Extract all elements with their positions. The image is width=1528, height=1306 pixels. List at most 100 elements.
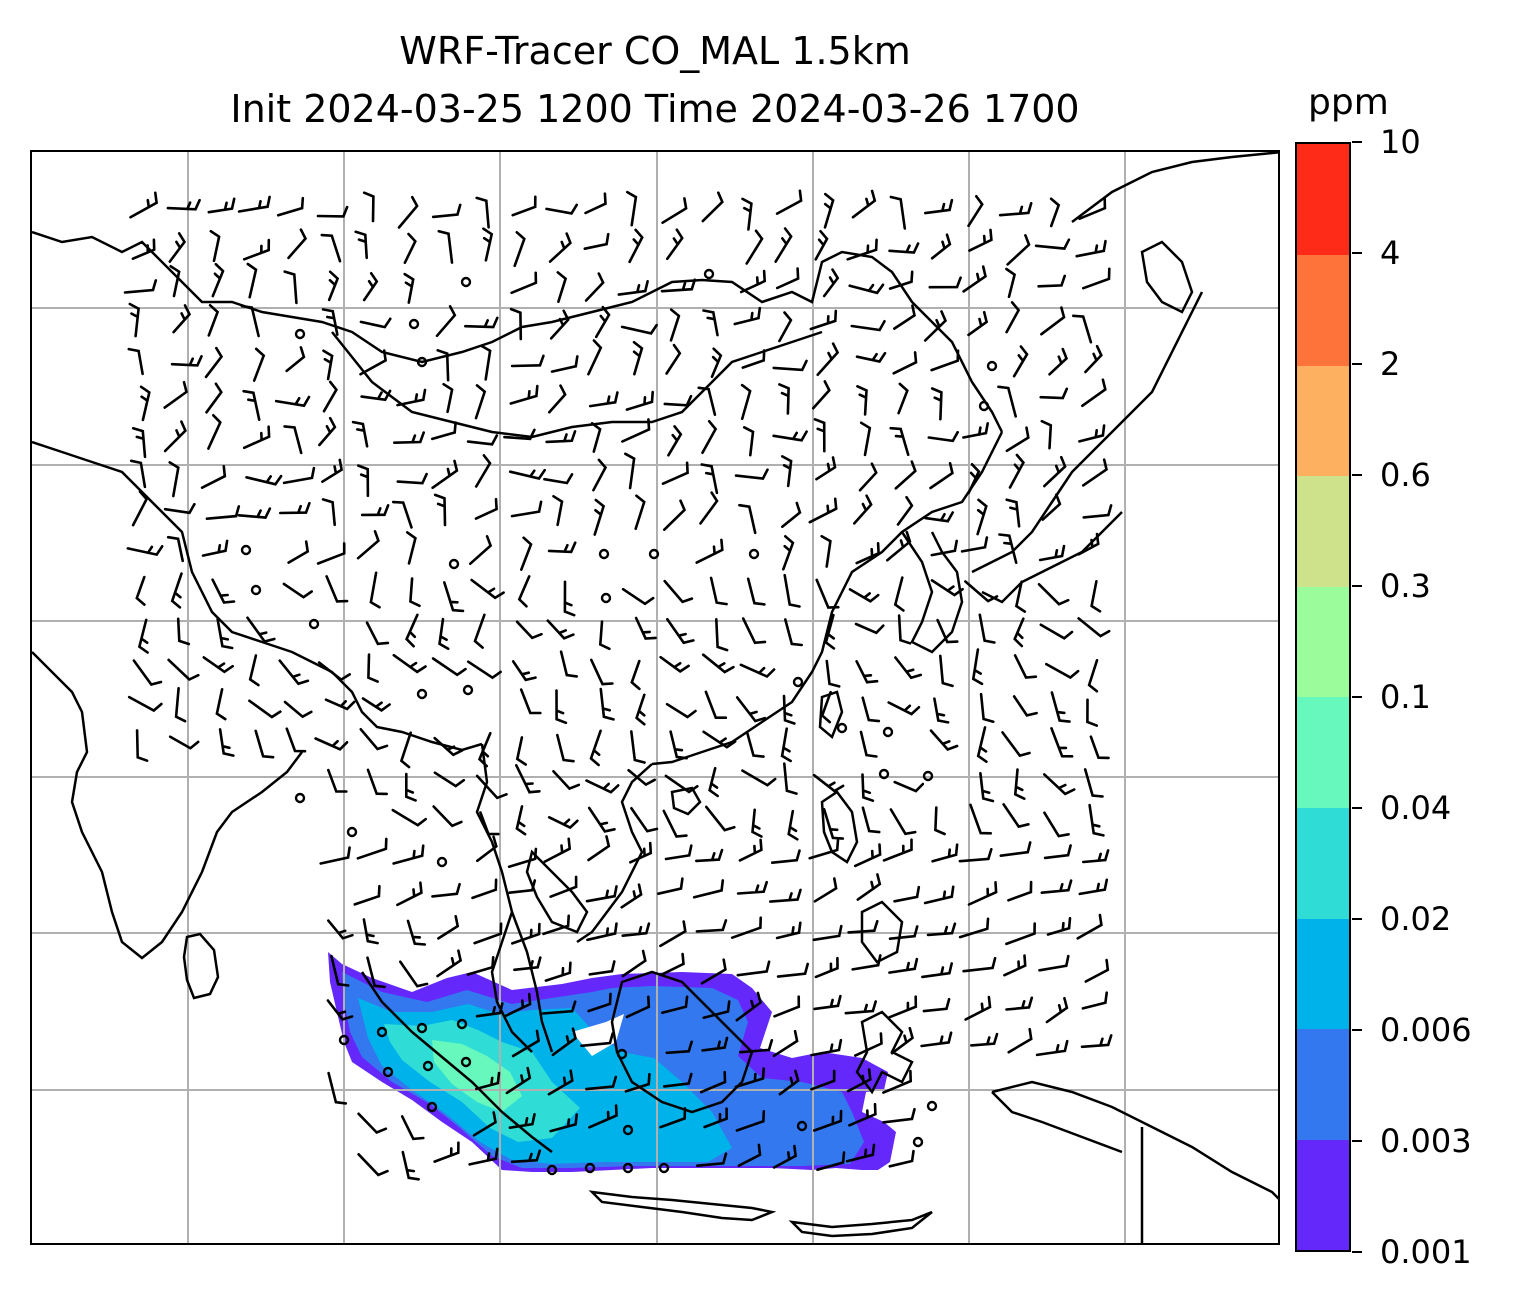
- wind-barb: [123, 279, 158, 294]
- wind-barb: [882, 838, 913, 862]
- calm-wind-circle: [882, 726, 894, 738]
- wind-barb: [635, 693, 646, 726]
- wind-barb: [787, 809, 799, 841]
- colorbar-tick-label: 0.04: [1380, 789, 1452, 827]
- wind-barb: [811, 380, 831, 410]
- wind-barb: [207, 304, 220, 337]
- wind-barb: [431, 421, 457, 441]
- wind-barb: [812, 1109, 843, 1132]
- map-title-line-1: WRF-Tracer CO_MAL 1.5km: [399, 29, 911, 73]
- wind-barb: [466, 434, 499, 446]
- wind-barb: [327, 270, 340, 302]
- wind-barb: [351, 420, 369, 448]
- calm-wind-circle: [294, 792, 306, 804]
- wind-barb: [475, 196, 490, 229]
- calm-wind-circle: [250, 584, 262, 596]
- wind-barb: [556, 271, 568, 303]
- sri-lanka-coastline: [182, 932, 220, 1000]
- wind-barb: [924, 198, 954, 215]
- wind-barb: [176, 617, 191, 646]
- wind-barb: [547, 816, 579, 830]
- wind-barb: [892, 351, 918, 375]
- wind-barb: [773, 995, 801, 1018]
- wind-barb: [585, 885, 618, 903]
- wind-barb: [1013, 768, 1026, 800]
- wind-barb: [968, 228, 993, 252]
- wind-barb: [858, 462, 878, 492]
- wind-barb: [172, 304, 192, 334]
- wind-barb: [321, 498, 336, 527]
- wind-barb: [816, 342, 840, 377]
- wind-barb: [964, 580, 999, 603]
- calm-wind-circle: [796, 1120, 808, 1132]
- wind-barb: [207, 414, 222, 450]
- wind-barb: [472, 1111, 497, 1137]
- wind-barb: [510, 922, 541, 945]
- wind-barb: [626, 190, 638, 227]
- wind-barb: [1038, 954, 1070, 972]
- wind-barb: [163, 380, 188, 409]
- wind-barb: [362, 191, 375, 223]
- wind-barb: [735, 1110, 766, 1132]
- lesser-sunda: [788, 1210, 933, 1238]
- calm-wind-circle: [426, 1101, 438, 1113]
- wind-barb: [661, 197, 688, 224]
- wind-barb: [587, 339, 603, 376]
- wind-barb: [237, 195, 271, 213]
- wind-barb: [739, 269, 767, 294]
- wind-barb: [320, 233, 342, 263]
- wind-barb: [662, 809, 688, 838]
- wind-barb: [365, 621, 390, 646]
- wind-barb: [715, 618, 729, 652]
- wind-barb: [132, 659, 163, 686]
- calm-wind-circle: [436, 856, 448, 868]
- wind-barb: [887, 701, 921, 716]
- wind-barb: [741, 349, 766, 369]
- wind-barb: [131, 238, 156, 260]
- wind-barb: [634, 616, 657, 640]
- wind-barb: [1043, 455, 1067, 488]
- wind-barb: [248, 654, 260, 687]
- wind-barb: [751, 808, 763, 838]
- colorbar-tick: [1352, 807, 1362, 809]
- colorbar-segment: [1297, 144, 1349, 255]
- wind-barb: [772, 430, 808, 442]
- wind-barb: [695, 538, 724, 564]
- wind-barb: [135, 575, 146, 606]
- wind-barb: [997, 385, 1017, 418]
- wind-barb: [406, 531, 417, 565]
- wind-barb: [1045, 996, 1069, 1024]
- wind-barb: [1040, 306, 1066, 336]
- wind-barb: [599, 687, 615, 721]
- wind-barb: [663, 579, 694, 604]
- wind-barb: [552, 495, 564, 527]
- wind-barb: [930, 233, 952, 260]
- wind-barb: [357, 1153, 389, 1177]
- wind-barb: [960, 536, 989, 553]
- wind-barb: [894, 460, 917, 490]
- wind-barb: [1072, 314, 1093, 344]
- wind-barb: [466, 660, 502, 680]
- wind-barb: [923, 310, 948, 342]
- wind-barb: [252, 347, 266, 382]
- calm-wind-circle: [456, 1018, 468, 1030]
- wind-barb: [695, 919, 728, 933]
- wind-barb: [283, 270, 298, 305]
- wind-barb: [1013, 654, 1038, 679]
- wind-barb: [820, 690, 832, 724]
- wind-barb: [930, 387, 943, 421]
- wind-barb: [733, 306, 762, 326]
- wind-barb: [515, 736, 527, 766]
- wind-barb: [406, 919, 427, 946]
- wind-barb: [769, 888, 802, 903]
- calm-wind-circle: [912, 1136, 924, 1148]
- wind-barb: [775, 189, 803, 215]
- wind-barb: [437, 915, 460, 940]
- wind-barb: [705, 805, 736, 832]
- wind-barb: [855, 660, 879, 684]
- wind-barb: [209, 229, 221, 263]
- wind-barb: [939, 654, 954, 688]
- colorbar-tick: [1352, 252, 1362, 254]
- wind-barb: [853, 843, 882, 868]
- wind-barb: [476, 835, 498, 863]
